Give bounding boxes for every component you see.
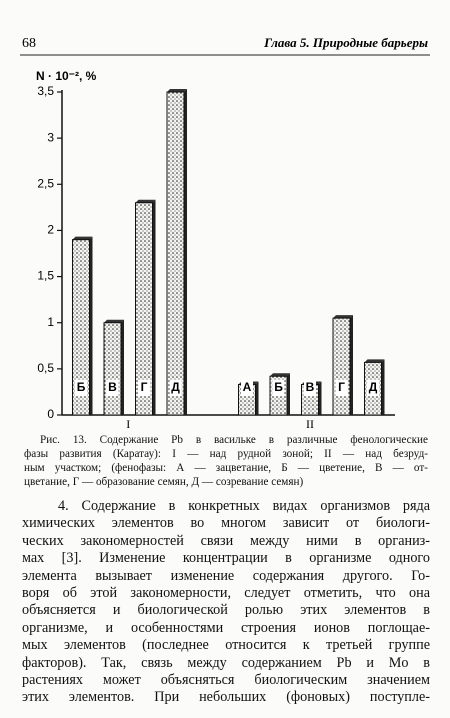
bar-label: Д	[171, 380, 180, 394]
bar-side	[318, 381, 322, 415]
group-label: II	[306, 417, 314, 430]
body-line: элемента вызывает изменение содержания д…	[22, 567, 430, 584]
caption-line: фазы развития (Каратау): I — над рудной …	[24, 448, 428, 460]
y-tick-label: 1,5	[37, 269, 54, 283]
caption-line: Рис. 13. Содержание Pb в васильке в разл…	[40, 434, 428, 446]
body-line: мых элементов (последнее относится к тре…	[22, 637, 430, 654]
bar-top	[135, 199, 156, 203]
bar-side	[287, 373, 290, 415]
body-line: организме, и особенностями строения ионо…	[22, 619, 430, 636]
bar-top	[104, 319, 124, 323]
bar-label: Г	[141, 380, 148, 394]
bar-top	[72, 236, 93, 240]
body-line: факторов). Так, связь между содержанием …	[22, 654, 430, 671]
y-tick-label: 2,5	[37, 176, 54, 190]
bar	[332, 317, 351, 416]
bar-side	[152, 199, 156, 415]
bar-label-bg	[304, 380, 316, 396]
body-line: 4. Содержание в конкретных видах организ…	[58, 498, 430, 514]
caption-line: ным участком; (фенофазы: А — зацветание,…	[24, 462, 428, 474]
bar-top	[167, 89, 187, 92]
bar-label: Д	[369, 380, 378, 394]
y-tick-label: 0	[47, 407, 54, 421]
bar-side	[121, 319, 124, 415]
bar-label-bg	[169, 380, 182, 396]
bar-label-bg	[241, 380, 253, 396]
body-line: этих элементов. При небольших (фоновых) …	[22, 689, 430, 706]
y-tick-label: 3	[47, 130, 54, 144]
bar-label-bg	[75, 380, 87, 396]
bar-label: Б	[274, 380, 283, 394]
chart: 68 Глава 5. Природные барьеры N · 10⁻², …	[20, 35, 430, 430]
bar-side	[255, 381, 259, 415]
bar-label-bg	[106, 380, 119, 396]
bar-label: В	[306, 380, 315, 394]
bar-top	[333, 315, 353, 319]
bar-top	[364, 359, 385, 363]
bar-label-bg	[272, 380, 285, 396]
body-line: растениях может объясняться биологически…	[22, 672, 430, 688]
bar-label: А	[243, 380, 252, 394]
body-line: химических элементов во многом зависит о…	[22, 515, 430, 532]
bar	[135, 202, 153, 416]
bar-label-bg	[367, 380, 379, 396]
y-axis-label: N · 10⁻², %	[36, 69, 97, 83]
body-line: мах [3]. Изменение концентрации в органи…	[22, 550, 430, 567]
bar	[103, 322, 122, 416]
page-number: 68	[22, 36, 36, 51]
bar-label: В	[108, 380, 117, 394]
bar-side	[89, 236, 93, 415]
bar-label: Б	[77, 380, 86, 394]
body-line: воря об этой закономерности, следует отм…	[22, 585, 430, 601]
y-tick-label: 2	[47, 223, 54, 237]
bar-label-bg	[335, 380, 348, 396]
bar-label-bg	[138, 380, 150, 396]
y-tick-label: 0,5	[37, 361, 54, 375]
body-line: объясняется и биологической ролью этих э…	[22, 602, 430, 619]
bar-top	[270, 373, 290, 377]
group-label: I	[126, 417, 130, 430]
running-title: Глава 5. Природные барьеры	[263, 35, 428, 50]
body-line: ческих закономерностей связи между ними …	[22, 532, 430, 549]
bar-side	[381, 359, 385, 415]
y-tick-label: 1	[47, 315, 54, 329]
bar	[166, 91, 185, 416]
bar	[72, 239, 90, 416]
caption-line: цветание, Г — образование семян, Д — соз…	[24, 476, 304, 488]
bar-side	[184, 89, 187, 415]
bar-label: Г	[338, 380, 345, 394]
y-tick-label: 3,5	[37, 84, 54, 98]
bar-side	[350, 315, 353, 415]
